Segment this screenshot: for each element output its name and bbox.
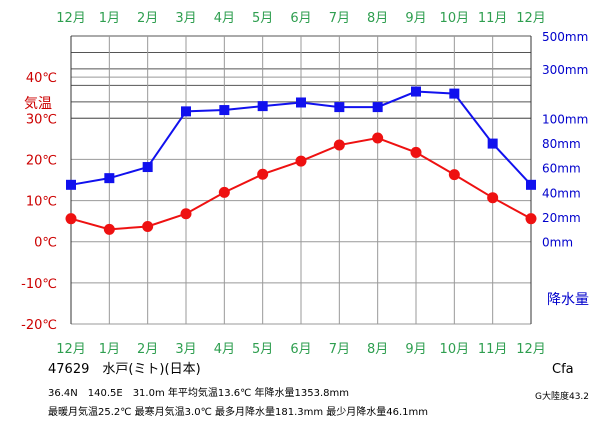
station-line-3: 最暖月気温25.2℃ 最寒月気温3.0℃ 最多月降水量181.3mm 最少月降水… [48, 407, 429, 418]
temperature-point [525, 213, 537, 225]
precipitation-point [334, 102, 345, 113]
temperature-point [448, 169, 460, 181]
temperature-point [257, 168, 269, 180]
month-label-bottom: 3月 [175, 342, 196, 357]
month-label-bottom: 9月 [405, 342, 426, 357]
temperature-axis-label: 気温 [24, 96, 52, 112]
month-label-top: 12月 [516, 11, 546, 26]
month-label-bottom: 6月 [290, 342, 311, 357]
temperature-tick-label: -20℃ [21, 318, 57, 333]
precipitation-point [372, 102, 383, 113]
precipitation-tick-label: 100mm [542, 112, 588, 126]
precipitation-point [257, 101, 268, 112]
precipitation-axis-label: 降水量 [547, 292, 589, 308]
month-label-top: 1月 [99, 11, 120, 26]
temperature-tick-label: 0℃ [34, 236, 57, 251]
precipitation-tick-label: 300mm [542, 63, 588, 77]
precipitation-tick-label: 60mm [542, 162, 581, 176]
temperature-point [103, 223, 115, 235]
month-label-top: 11月 [478, 11, 508, 26]
temperature-tick-label: 10℃ [26, 195, 57, 210]
month-label-top: 10月 [440, 11, 470, 26]
month-label-bottom: 1月 [99, 342, 120, 357]
month-label-bottom: 5月 [252, 342, 273, 357]
month-label-bottom: 7月 [329, 342, 350, 357]
temperature-point [410, 146, 422, 158]
precipitation-point [219, 105, 230, 116]
station-line-2: 36.4N 140.5E 31.0m 年平均気温13.6℃ 年降水量1353.8… [48, 388, 350, 399]
month-label-top: 12月 [56, 11, 86, 26]
temperature-axis-ticks: 40℃ 30℃ 20℃ 10℃ 0℃ -10℃ -20℃ [21, 71, 57, 333]
month-label-top: 5月 [252, 11, 273, 26]
temperature-tick-label: 20℃ [26, 153, 57, 168]
precipitation-axis-ticks: 500mm 300mm 100mm 80mm 60mm 40mm 20mm 0mm [542, 30, 588, 250]
temperature-point [487, 192, 499, 204]
temperature-point [142, 220, 154, 232]
station-line-1: 47629 水戸(ミト)(日本) [48, 362, 201, 377]
temperature-point [218, 186, 230, 198]
precipitation-tick-label: 500mm [542, 30, 588, 44]
series-layer [65, 86, 537, 235]
precipitation-point [104, 173, 115, 184]
continentality-index: G大陸度43.2 [535, 392, 590, 402]
month-label-top: 4月 [214, 11, 235, 26]
month-label-top: 7月 [329, 11, 350, 26]
temperature-point [333, 139, 345, 151]
month-label-bottom: 4月 [214, 342, 235, 357]
month-label-bottom: 12月 [516, 342, 546, 357]
precipitation-point [66, 179, 76, 190]
precipitation-tick-label: 20mm [542, 211, 581, 225]
month-label-top: 6月 [290, 11, 311, 26]
month-label-top: 3月 [175, 11, 196, 26]
month-labels-top: 12月 1月 2月 3月 4月 5月 6月 7月 8月 9月 10月 11月 12月 [56, 11, 546, 26]
precipitation-tick-label: 0mm [542, 236, 573, 250]
precipitation-point [296, 97, 306, 108]
precipitation-point [487, 138, 498, 149]
temperature-point [372, 132, 384, 144]
month-label-bottom: 8月 [367, 342, 388, 357]
precipitation-tick-label: 40mm [542, 186, 581, 200]
month-label-top: 9月 [405, 11, 426, 26]
month-label-bottom: 11月 [478, 342, 508, 357]
month-label-bottom: 12月 [56, 342, 86, 357]
temperature-tick-label: -10℃ [21, 277, 57, 292]
temperature-point [295, 155, 307, 167]
month-label-bottom: 10月 [440, 342, 470, 357]
month-labels-bottom: 12月 1月 2月 3月 4月 5月 6月 7月 8月 9月 10月 11月 12月 [56, 342, 546, 357]
climate-class: Cfa [552, 362, 574, 377]
precipitation-point [449, 88, 460, 99]
precipitation-point [142, 162, 153, 173]
precipitation-tick-label: 80mm [542, 137, 581, 151]
precipitation-point [526, 179, 536, 190]
month-label-top: 8月 [367, 11, 388, 26]
month-label-bottom: 2月 [137, 342, 158, 357]
temperature-tick-label: 40℃ [26, 71, 57, 86]
temperature-point [180, 208, 192, 220]
month-label-top: 2月 [137, 11, 158, 26]
temperature-tick-label: 30℃ [26, 112, 57, 127]
precipitation-point [411, 86, 421, 97]
temperature-point [65, 213, 77, 225]
precipitation-point [181, 106, 191, 117]
